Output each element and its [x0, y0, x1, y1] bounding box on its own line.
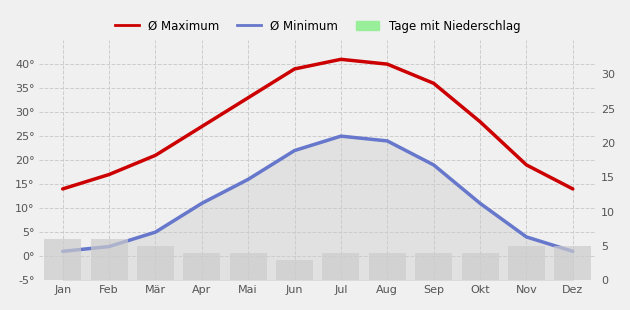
Bar	[508, 246, 545, 280]
Bar	[91, 239, 128, 280]
Bar	[137, 246, 174, 280]
Bar	[415, 253, 452, 280]
Bar	[44, 239, 81, 280]
Bar	[183, 253, 220, 280]
Bar	[554, 246, 592, 280]
Bar	[369, 253, 406, 280]
Bar	[323, 253, 360, 280]
Legend: Ø Maximum, Ø Minimum, Tage mit Niederschlag: Ø Maximum, Ø Minimum, Tage mit Niedersch…	[110, 15, 525, 37]
Bar	[276, 259, 313, 280]
Bar	[229, 253, 266, 280]
Bar	[462, 253, 498, 280]
